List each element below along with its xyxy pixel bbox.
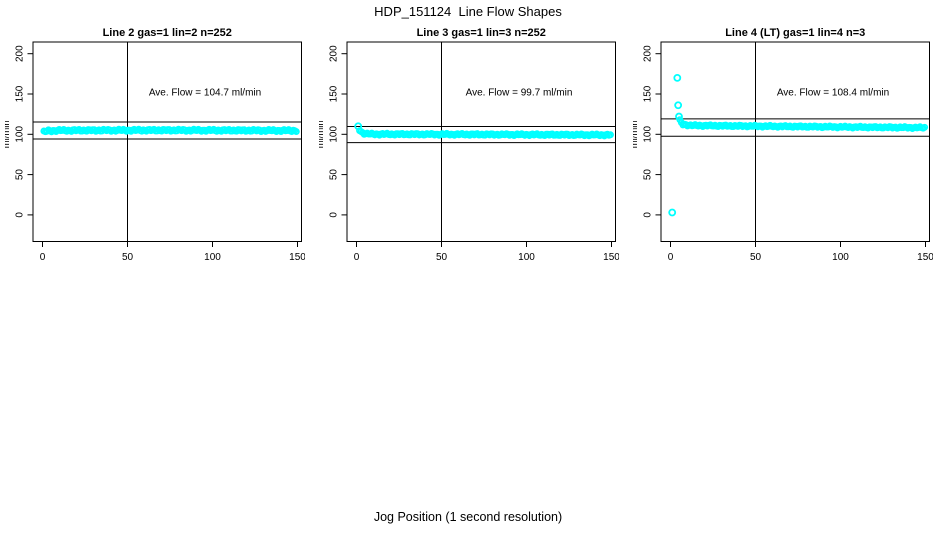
plot-box: [660, 41, 930, 242]
y-axis-label: ml/min: [633, 120, 640, 148]
data-point: [921, 123, 929, 131]
y-tick-label: 0: [643, 212, 654, 218]
x-tick-label: 150: [289, 252, 305, 263]
plot-box: [346, 41, 616, 242]
data-point: [675, 112, 683, 121]
y-tick-label: 150: [643, 85, 654, 102]
y-tick-label: 50: [329, 169, 340, 181]
x-tick-label: 50: [122, 252, 134, 263]
x-tick-label: 0: [668, 252, 674, 263]
y-tick-label: 0: [15, 212, 26, 218]
y-tick-label: 50: [15, 169, 26, 181]
y-axis-label: ml/min: [319, 120, 326, 148]
y-tick-label: 200: [643, 45, 654, 62]
panel-line4-plot: Line 4 (LT) gas=1 lin=4 n=3 0 50 100 150 0 50 1…: [633, 27, 933, 263]
y-axis-label: ml/min: [5, 120, 12, 148]
x-tick-label: 0: [354, 252, 360, 263]
data-point: [674, 101, 683, 110]
y-tick-label: 150: [329, 85, 340, 102]
ave-flow-annotation: Ave. Flow = 104.7 ml/min: [149, 88, 261, 99]
figure-title: HDP_151124 Line Flow Shapes: [374, 4, 562, 19]
y-tick-label: 100: [329, 126, 340, 143]
y-tick-label: 200: [15, 45, 26, 62]
data-point: [668, 208, 677, 217]
y-tick-label: 50: [643, 169, 654, 181]
x-tick-label: 150: [603, 252, 619, 263]
data-point: [673, 73, 682, 82]
x-tick-label: 0: [40, 252, 46, 263]
ave-flow-annotation: Ave. Flow = 99.7 ml/min: [466, 88, 573, 99]
y-tick-label: 0: [329, 212, 340, 218]
y-tick-label: 150: [15, 85, 26, 102]
y-tick-label: 100: [643, 126, 654, 143]
x-tick-label: 50: [436, 252, 448, 263]
panel-title: Line 4 (LT) gas=1 lin=4 n=3: [725, 27, 865, 39]
x-axis-label: Jog Position (1 second resolution): [373, 510, 563, 524]
data-point: [607, 131, 614, 139]
panel-line3-plot: Line 3 gas=1 lin=3 n=252 0 50 100 150 0 50 100 1…: [319, 27, 619, 263]
data-point: [292, 128, 300, 136]
panel-line2-plot: Line 2 gas=1 lin=2 n=252 0 50 100 150 0 50 100 1…: [5, 27, 305, 263]
ave-flow-annotation: Ave. Flow = 108.4 ml/min: [777, 88, 889, 99]
y-tick-label: 100: [15, 126, 26, 143]
panel-title: Line 2 gas=1 lin=2 n=252: [103, 27, 232, 39]
y-tick-label: 200: [329, 45, 340, 62]
x-tick-label: 50: [750, 252, 762, 263]
panel-title: Line 3 gas=1 lin=3 n=252: [417, 27, 546, 39]
x-tick-label: 100: [832, 252, 849, 263]
x-tick-label: 150: [917, 252, 933, 263]
x-tick-label: 100: [518, 252, 535, 263]
x-tick-label: 100: [204, 252, 221, 263]
plot-box: [32, 41, 302, 242]
